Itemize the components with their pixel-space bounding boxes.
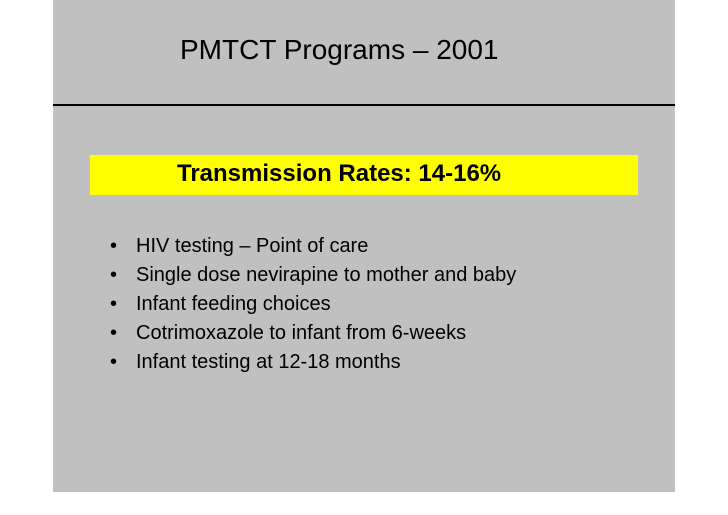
bullet-icon: • [110,351,118,373]
title-divider [53,104,675,106]
callout-text: Transmission Rates: 14-16% [177,160,502,187]
bullet-text: Cotrimoxazole to infant from 6-weeks [136,322,467,344]
bullet-icon: • [110,293,118,315]
bullet-icon: • [110,264,118,286]
bullet-text: Single dose nevirapine to mother and bab… [136,264,517,286]
bullet-icon: • [110,235,118,257]
bullet-text: HIV testing – Point of care [136,235,369,257]
bullet-icon: • [110,322,118,344]
slide: PMTCT Programs – 2001 Transmission Rates… [53,0,675,492]
slide-title: PMTCT Programs – 2001 [180,34,499,65]
bullet-text: Infant feeding choices [136,293,331,315]
transmission-rate-callout: Transmission Rates: 14-16% [90,155,638,195]
bullet-text: Infant testing at 12-18 months [136,351,401,373]
